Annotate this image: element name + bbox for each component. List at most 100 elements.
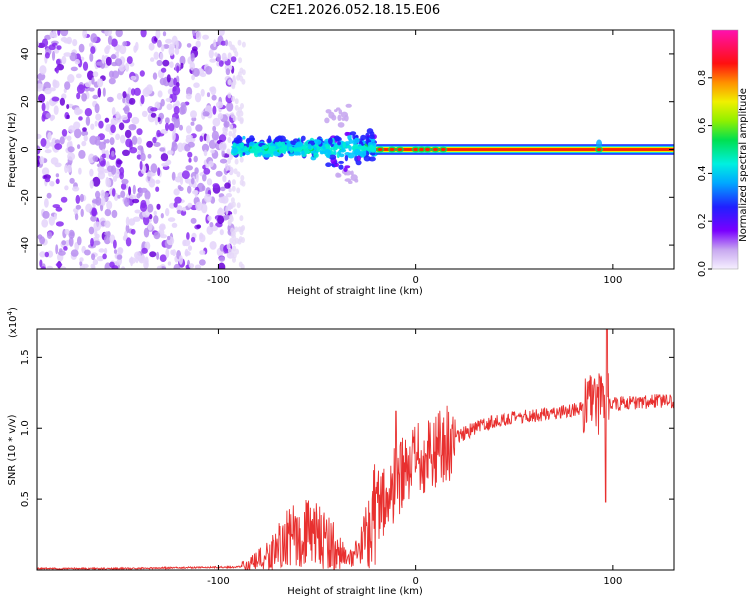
heat-cell	[181, 170, 190, 180]
heat-cell	[185, 134, 193, 140]
heat-cell	[159, 52, 164, 61]
colorbar-gradient	[712, 30, 738, 269]
heat-cell	[187, 202, 193, 208]
heat-cell	[61, 93, 67, 100]
heat-cell	[218, 60, 224, 67]
colorbar-ticks: 0.0 0.2 0.4 0.6 0.8	[697, 70, 712, 277]
heat-cell	[79, 260, 83, 267]
heat-cell	[226, 243, 231, 250]
heat-cell	[152, 136, 157, 144]
heat-cell	[161, 44, 165, 52]
heat-cell	[167, 217, 176, 222]
heat-cell	[82, 263, 89, 269]
snr-scale-label: (x104)	[6, 307, 19, 338]
heat-cell	[153, 210, 157, 216]
heat-cell	[52, 33, 58, 39]
heat-cell	[209, 58, 217, 63]
heat-cell	[55, 178, 60, 185]
heat-cell	[47, 131, 52, 141]
heat-cell	[70, 249, 79, 257]
heat-cell	[88, 226, 95, 235]
heat-cell	[356, 155, 361, 161]
heat-cell	[68, 236, 74, 247]
heat-cell	[163, 44, 170, 49]
heat-cell	[237, 39, 242, 46]
heat-cell	[90, 33, 98, 43]
heat-cell	[117, 247, 124, 255]
heat-cell	[131, 116, 140, 125]
y-tick-label: 0	[20, 146, 31, 152]
heat-cell	[232, 127, 237, 134]
heat-cell	[44, 87, 52, 95]
tone-bump-core	[596, 147, 602, 152]
heat-cell	[53, 213, 58, 220]
heat-cell	[336, 173, 342, 178]
heat-cell	[234, 158, 239, 165]
heat-cell	[84, 249, 91, 256]
heat-cell	[185, 165, 193, 171]
heat-cell	[237, 226, 242, 233]
heat-cell	[74, 213, 79, 221]
heat-cell	[187, 141, 195, 148]
heat-cell	[169, 61, 174, 68]
heat-cell	[92, 176, 101, 187]
heat-cell	[104, 208, 112, 217]
heat-cell	[55, 173, 60, 178]
heat-cell	[89, 42, 94, 48]
heat-cell	[55, 244, 59, 255]
heat-cell	[130, 75, 137, 81]
heat-cell	[66, 104, 70, 110]
heat-cell	[179, 176, 184, 185]
heat-cell	[44, 198, 49, 208]
heat-cell	[37, 41, 40, 47]
heat-cell	[74, 58, 81, 65]
heat-cell	[75, 194, 81, 204]
heat-cell	[354, 148, 361, 156]
heat-cell	[174, 47, 180, 55]
heat-cell	[56, 58, 61, 66]
heat-cell	[265, 153, 271, 158]
heat-cell	[215, 101, 224, 109]
heat-cell	[101, 197, 106, 206]
heat-cell	[110, 124, 116, 134]
heat-cell	[173, 202, 178, 208]
heat-cell	[266, 138, 272, 144]
heat-cell	[89, 168, 94, 177]
heat-cell	[143, 227, 150, 238]
heat-cell	[69, 52, 78, 62]
heat-cell	[179, 55, 186, 66]
heat-cell	[90, 237, 94, 247]
heat-cell	[109, 137, 115, 146]
heat-cell	[76, 92, 81, 100]
heat-cell	[107, 96, 114, 103]
heat-cell	[171, 131, 176, 142]
heat-cell	[51, 96, 60, 102]
heat-cell	[171, 222, 178, 228]
heat-cell	[150, 112, 157, 118]
heat-cell	[92, 259, 99, 266]
heat-cell	[49, 115, 54, 122]
heat-cell	[225, 68, 231, 76]
heat-cell	[240, 263, 245, 269]
tone-bump-core	[419, 147, 425, 152]
heat-cell	[212, 117, 221, 127]
heat-cell	[111, 188, 116, 197]
heat-cell	[84, 81, 92, 88]
heat-cell	[209, 222, 214, 228]
heat-cell	[296, 141, 303, 148]
heat-cell	[179, 124, 183, 131]
heat-cell	[180, 209, 187, 216]
heat-cell	[344, 178, 352, 182]
heat-cell	[200, 88, 205, 97]
heat-cell	[178, 255, 183, 265]
heat-cell	[212, 125, 217, 132]
heat-cell	[338, 109, 343, 115]
y-tick-label: 20	[20, 95, 31, 108]
heat-cell	[67, 74, 75, 83]
heat-cell	[162, 31, 167, 37]
heat-cell	[66, 164, 72, 173]
heat-cell	[242, 135, 246, 140]
heat-cell	[52, 79, 57, 88]
heat-cell	[74, 107, 82, 116]
heat-cell	[217, 113, 224, 120]
